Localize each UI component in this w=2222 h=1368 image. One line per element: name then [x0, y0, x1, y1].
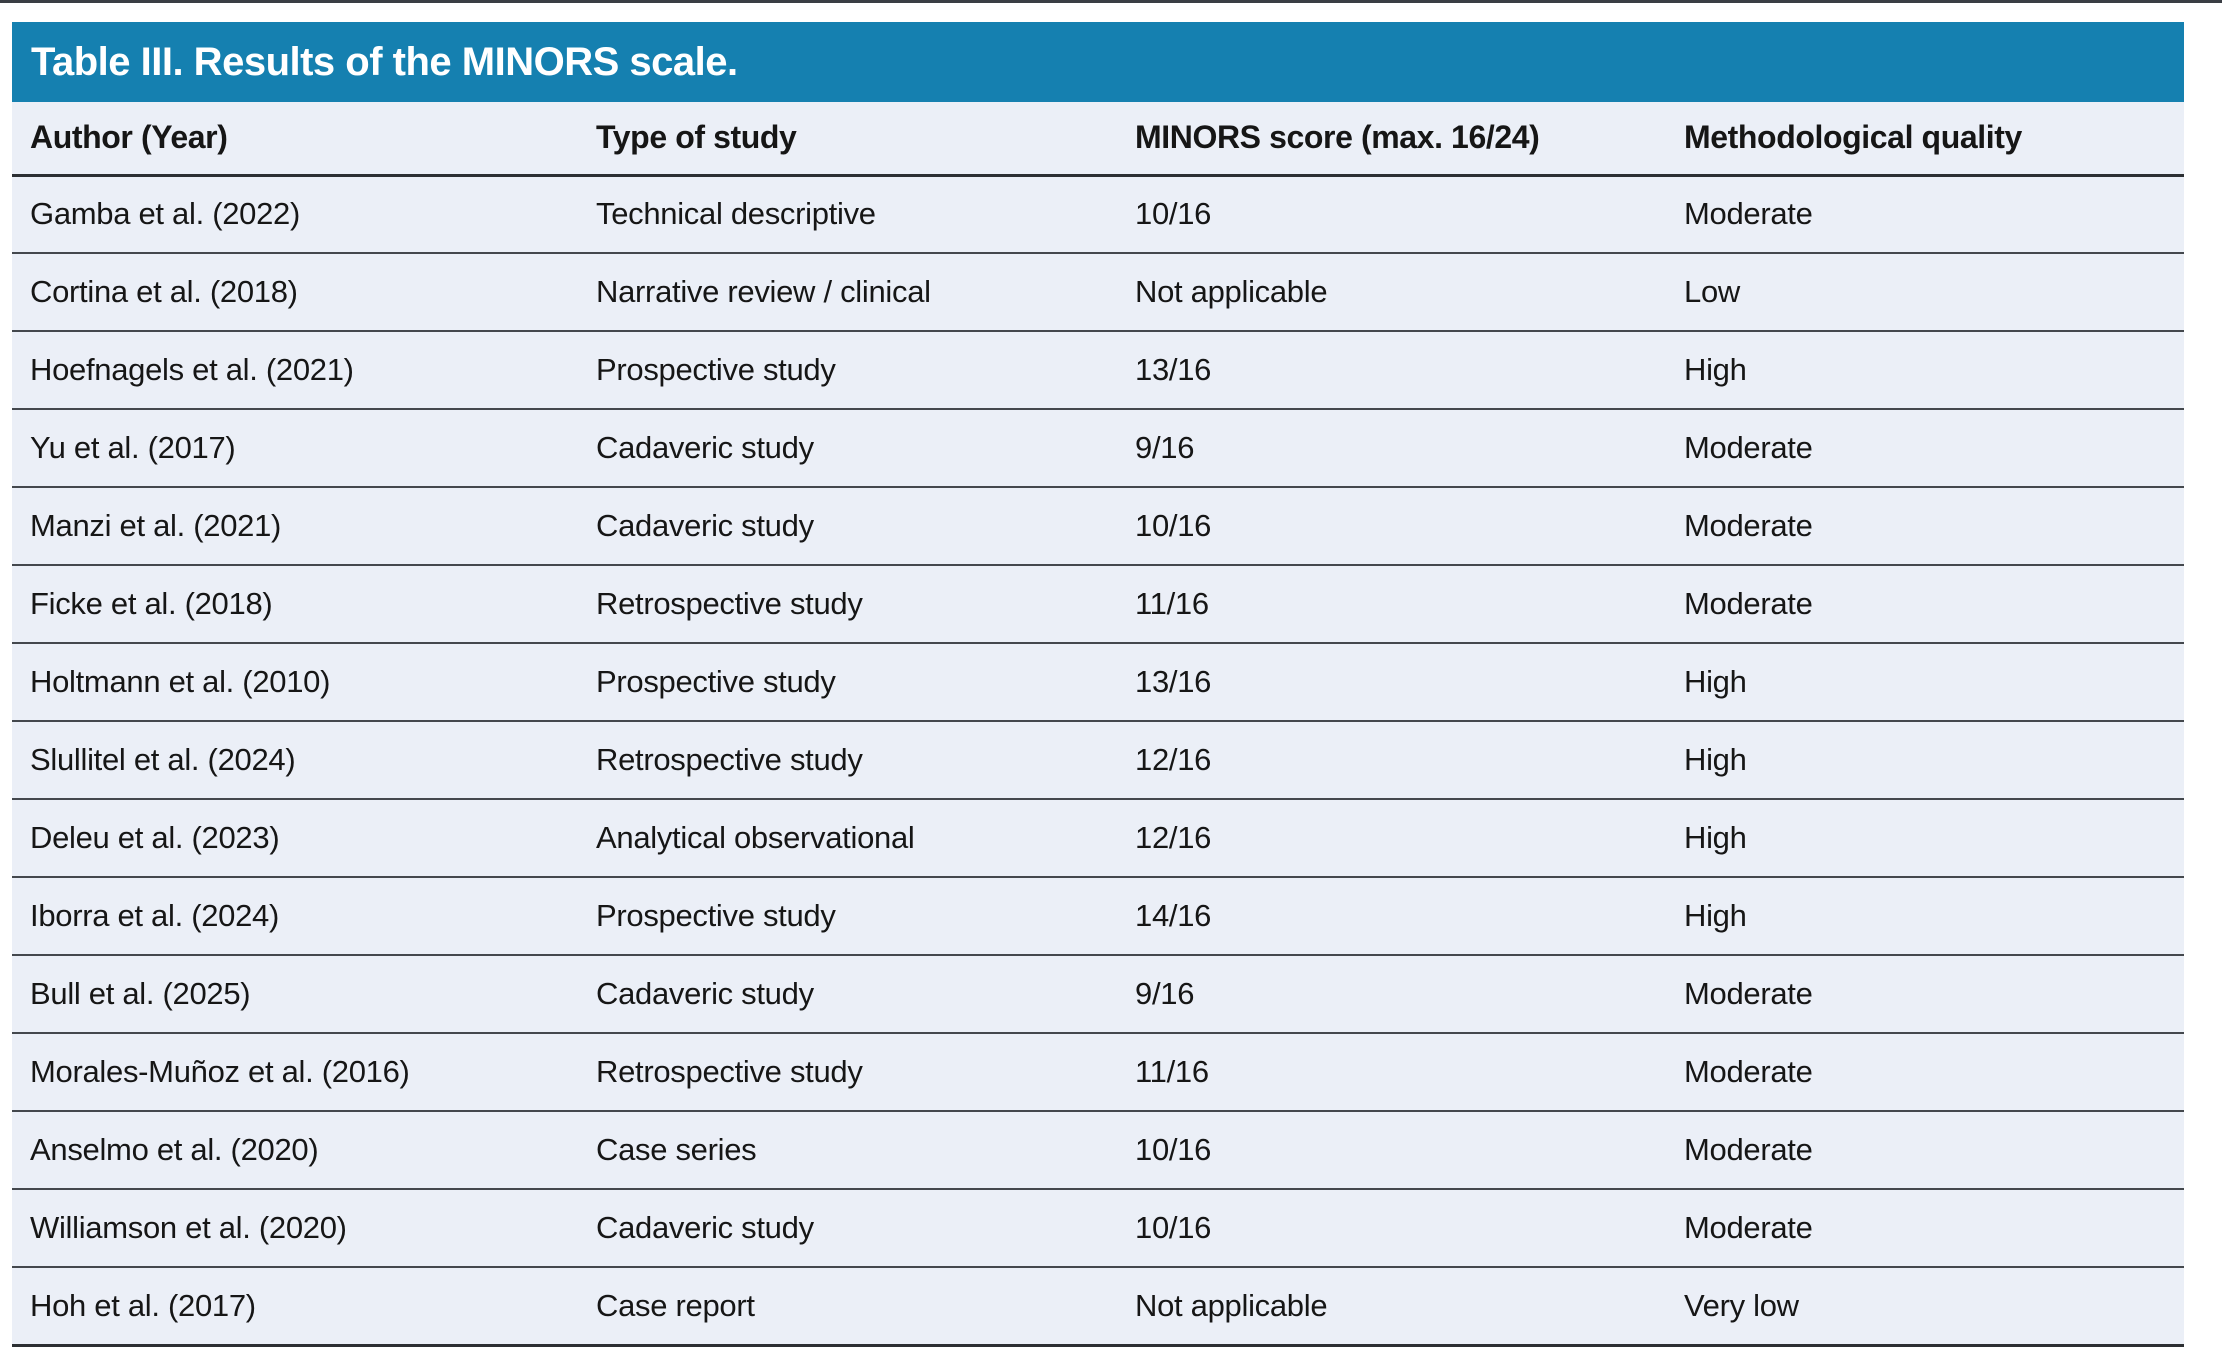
table-cell: Deleu et al. (2023) [12, 799, 578, 878]
table-row: Yu et al. (2017) Cadaveric study 9/16 Moder… [12, 409, 2184, 488]
table-cell: Case report [578, 1267, 1117, 1347]
table-row: Morales-Muñoz et al. (2016) Retrospective… [12, 1033, 2184, 1112]
table-cell: Slullitel et al. (2024) [12, 721, 578, 800]
table-row: Iborra et al. (2024) Prospective study 14/… [12, 877, 2184, 956]
table-cell: Retrospective study [578, 565, 1117, 644]
table-row: Hoefnagels et al. (2021) Prospective stud… [12, 331, 2184, 410]
table-cell: Cadaveric study [578, 1189, 1117, 1268]
table-cell: 14/16 [1117, 877, 1666, 956]
table-cell: Ficke et al. (2018) [12, 565, 578, 644]
table-body: Gamba et al. (2022) Technical descriptive… [12, 175, 2184, 1347]
table-cell: Retrospective study [578, 1033, 1117, 1112]
table-row: Gamba et al. (2022) Technical descriptive… [12, 175, 2184, 254]
table-row: Manzi et al. (2021) Cadaveric study 10/16 M… [12, 487, 2184, 566]
table-row: Deleu et al. (2023) Analytical observatio… [12, 799, 2184, 878]
table-cell: 9/16 [1117, 955, 1666, 1034]
table-row: Slullitel et al. (2024) Retrospective stu… [12, 721, 2184, 800]
table-cell: Cadaveric study [578, 487, 1117, 566]
table-cell: Moderate [1666, 1111, 2184, 1190]
table-cell: High [1666, 877, 2184, 956]
table-cell: Bull et al. (2025) [12, 955, 578, 1034]
table-cell: Holtmann et al. (2010) [12, 643, 578, 722]
table-cell: Hoh et al. (2017) [12, 1267, 578, 1347]
table-cell: High [1666, 799, 2184, 878]
table-row: Holtmann et al. (2010) Prospective study 1… [12, 643, 2184, 722]
table-cell: Prospective study [578, 643, 1117, 722]
column-header-quality: Methodological quality [1666, 102, 2184, 177]
column-header-author: Author (Year) [12, 102, 578, 177]
table-cell: Moderate [1666, 1033, 2184, 1112]
table-title-bar: Table III. Results of the MINORS scale. [12, 22, 2184, 102]
table-cell: High [1666, 331, 2184, 410]
table-cell: Moderate [1666, 565, 2184, 644]
table-cell: 13/16 [1117, 331, 1666, 410]
table-cell: Retrospective study [578, 721, 1117, 800]
table-cell: Moderate [1666, 955, 2184, 1034]
table-cell: 10/16 [1117, 1111, 1666, 1190]
table-row: Williamson et al. (2020) Cadaveric study 1… [12, 1189, 2184, 1268]
table-cell: 12/16 [1117, 799, 1666, 878]
header-row: Author (Year) Type of study MINORS score… [12, 102, 2184, 177]
table-cell: Case series [578, 1111, 1117, 1190]
table-title: Table III. Results of the MINORS scale. [31, 39, 738, 84]
table-cell: 10/16 [1117, 1189, 1666, 1268]
table-cell: Prospective study [578, 877, 1117, 956]
table-cell: Not applicable [1117, 253, 1666, 332]
table-cell: 9/16 [1117, 409, 1666, 488]
table-cell: 11/16 [1117, 1033, 1666, 1112]
table-cell: Hoefnagels et al. (2021) [12, 331, 578, 410]
table-cell: Low [1666, 253, 2184, 332]
table-cell: Analytical observational [578, 799, 1117, 878]
table-cell: Cadaveric study [578, 955, 1117, 1034]
table-cell: Moderate [1666, 175, 2184, 254]
table-row: Hoh et al. (2017) Case report Not applicab… [12, 1267, 2184, 1347]
table-cell: Iborra et al. (2024) [12, 877, 578, 956]
table-cell: Technical descriptive [578, 175, 1117, 254]
table-cell: Moderate [1666, 1189, 2184, 1268]
top-edge-rule [0, 0, 2222, 3]
table-cell: Morales-Muñoz et al. (2016) [12, 1033, 578, 1112]
table-cell: Manzi et al. (2021) [12, 487, 578, 566]
table-header: Author (Year) Type of study MINORS score… [12, 102, 2184, 177]
table-cell: Cortina et al. (2018) [12, 253, 578, 332]
minors-results-table: Table III. Results of the MINORS scale. … [12, 22, 2184, 1347]
table-cell: Anselmo et al. (2020) [12, 1111, 578, 1190]
table-cell: Not applicable [1117, 1267, 1666, 1347]
table-cell: 10/16 [1117, 175, 1666, 254]
table-cell: Moderate [1666, 409, 2184, 488]
table-cell: 13/16 [1117, 643, 1666, 722]
column-header-study-type: Type of study [578, 102, 1117, 177]
table-cell: 11/16 [1117, 565, 1666, 644]
table-cell: Narrative review / clinical [578, 253, 1117, 332]
results-table: Author (Year) Type of study MINORS score… [12, 102, 2184, 1347]
table-row: Anselmo et al. (2020) Case series 10/16 Mod… [12, 1111, 2184, 1190]
table-row: Ficke et al. (2018) Retrospective study 11… [12, 565, 2184, 644]
table-cell: Very low [1666, 1267, 2184, 1347]
table-row: Cortina et al. (2018) Narrative review / … [12, 253, 2184, 332]
table-row: Bull et al. (2025) Cadaveric study 9/16 Mod… [12, 955, 2184, 1034]
table-cell: Prospective study [578, 331, 1117, 410]
table-cell: Moderate [1666, 487, 2184, 566]
table-cell: Gamba et al. (2022) [12, 175, 578, 254]
table-cell: Cadaveric study [578, 409, 1117, 488]
column-header-minors-score: MINORS score (max. 16/24) [1117, 102, 1666, 177]
table-cell: 10/16 [1117, 487, 1666, 566]
table-cell: High [1666, 721, 2184, 800]
table-cell: 12/16 [1117, 721, 1666, 800]
table-cell: Yu et al. (2017) [12, 409, 578, 488]
table-cell: Williamson et al. (2020) [12, 1189, 578, 1268]
table-cell: High [1666, 643, 2184, 722]
